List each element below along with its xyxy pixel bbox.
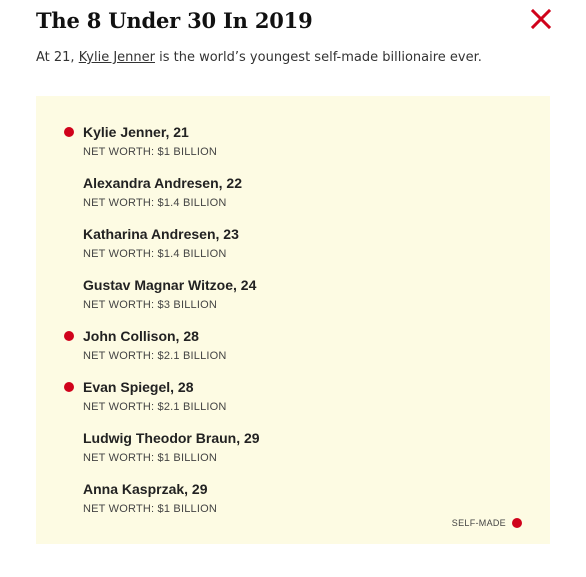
self-made-dot-icon xyxy=(64,127,74,137)
entry-net-worth: NET WORTH: $3 BILLION xyxy=(83,299,217,311)
entry-name: Alexandra Andresen, 22 xyxy=(83,175,242,191)
subtitle-suffix: is the world’s youngest self-made billio… xyxy=(154,50,482,65)
page-title: The 8 Under 30 In 2019 xyxy=(36,8,313,33)
subtitle-prefix: At 21, xyxy=(36,50,79,65)
entry-name: Kylie Jenner, 21 xyxy=(83,124,189,140)
billionaire-list: Kylie Jenner, 21 NET WORTH: $1 BILLION A… xyxy=(36,124,550,532)
close-button[interactable] xyxy=(528,6,554,32)
self-made-legend: SELF-MADE xyxy=(452,518,522,528)
entry-name: Katharina Andresen, 23 xyxy=(83,226,239,242)
subtitle: At 21, Kylie Jenner is the world’s young… xyxy=(36,49,536,67)
entry-net-worth: NET WORTH: $1 BILLION xyxy=(83,146,217,158)
entry-name: Anna Kasprzak, 29 xyxy=(83,481,208,497)
entry-name: Evan Spiegel, 28 xyxy=(83,379,194,395)
list-item: Katharina Andresen, 23 NET WORTH: $1.4 B… xyxy=(36,226,550,277)
entry-net-worth: NET WORTH: $2.1 BILLION xyxy=(83,350,227,362)
entry-net-worth: NET WORTH: $2.1 BILLION xyxy=(83,401,227,413)
legend-label: SELF-MADE xyxy=(451,518,506,528)
list-item: John Collison, 28 NET WORTH: $2.1 BILLIO… xyxy=(36,328,550,379)
entry-net-worth: NET WORTH: $1.4 BILLION xyxy=(83,248,227,260)
self-made-dot-icon xyxy=(64,382,74,392)
close-x-icon xyxy=(530,8,552,30)
entry-name: Ludwig Theodor Braun, 29 xyxy=(83,430,260,446)
list-item: Kylie Jenner, 21 NET WORTH: $1 BILLION xyxy=(36,124,550,175)
entry-net-worth: NET WORTH: $1 BILLION xyxy=(83,503,217,515)
kylie-jenner-link[interactable]: Kylie Jenner xyxy=(78,50,155,65)
self-made-dot-icon xyxy=(512,518,522,528)
list-item: Evan Spiegel, 28 NET WORTH: $2.1 BILLION xyxy=(36,379,550,430)
list-item: Gustav Magnar Witzoe, 24 NET WORTH: $3 B… xyxy=(36,277,550,328)
billionaire-list-panel: Kylie Jenner, 21 NET WORTH: $1 BILLION A… xyxy=(36,96,550,544)
list-item: Anna Kasprzak, 29 NET WORTH: $1 BILLION xyxy=(36,481,550,532)
entry-name: Gustav Magnar Witzoe, 24 xyxy=(83,277,257,293)
list-item: Ludwig Theodor Braun, 29 NET WORTH: $1 B… xyxy=(36,430,550,481)
list-item: Alexandra Andresen, 22 NET WORTH: $1.4 B… xyxy=(36,175,550,226)
entry-net-worth: NET WORTH: $1 BILLION xyxy=(83,452,217,464)
entry-name: John Collison, 28 xyxy=(83,328,199,344)
entry-net-worth: NET WORTH: $1.4 BILLION xyxy=(83,197,227,209)
self-made-dot-icon xyxy=(64,331,74,341)
